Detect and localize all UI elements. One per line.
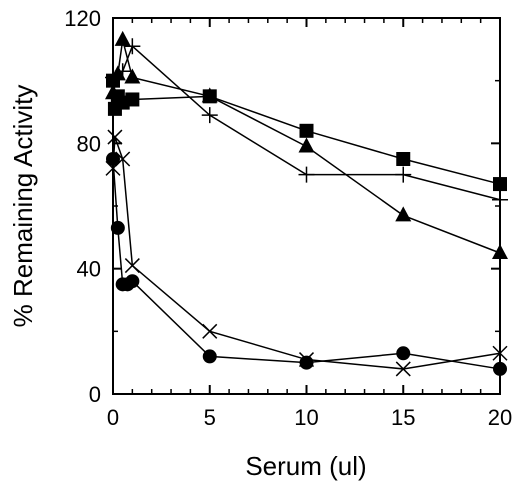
series-square xyxy=(106,73,507,192)
data-point-circle xyxy=(396,346,411,361)
series-circle xyxy=(106,152,507,376)
data-point-plus xyxy=(201,107,218,124)
data-point-plus xyxy=(492,191,508,208)
data-point-triangle xyxy=(201,87,218,103)
y-tick-label: 120 xyxy=(64,6,101,31)
data-point-circle xyxy=(106,152,120,166)
series-cross xyxy=(105,129,508,377)
x-axis-label: Serum (ul) xyxy=(245,451,366,481)
x-tick-label: 15 xyxy=(391,405,415,430)
y-tick-label: 40 xyxy=(77,257,101,282)
x-tick-label: 5 xyxy=(204,405,216,430)
data-point-triangle xyxy=(114,30,131,46)
data-point-triangle xyxy=(105,84,121,100)
data-point-plus xyxy=(395,166,412,183)
data-point-square xyxy=(125,92,140,107)
y-tick-label: 0 xyxy=(89,382,101,407)
series-line-cross xyxy=(112,136,501,370)
data-point-circle xyxy=(299,355,314,370)
series-plus xyxy=(105,38,508,208)
data-point-plus xyxy=(298,166,315,183)
data-point-triangle xyxy=(492,244,508,259)
axis-ticks: 0 5 10 15 20 0 40 80 120 xyxy=(64,6,512,430)
data-point-circle xyxy=(125,274,140,289)
data-point-cross xyxy=(202,323,218,339)
data-point-plus xyxy=(114,63,131,80)
x-tick-label: 10 xyxy=(294,405,318,430)
y-axis-label: % Remaining Activity xyxy=(8,85,38,328)
data-point-cross xyxy=(124,258,140,274)
data-point-square xyxy=(493,177,507,192)
data-point-circle xyxy=(202,349,217,364)
data-point-triangle xyxy=(124,68,141,84)
data-point-cross xyxy=(395,361,411,377)
series-layer xyxy=(105,30,508,377)
data-point-plus xyxy=(105,69,121,86)
data-point-circle xyxy=(493,361,507,376)
x-tick-label: 20 xyxy=(488,405,512,430)
data-point-cross xyxy=(492,345,508,361)
plot-frame xyxy=(112,17,501,395)
x-tick-label: 0 xyxy=(107,405,119,430)
data-point-triangle xyxy=(298,137,315,153)
data-point-circle xyxy=(110,220,125,235)
data-point-square xyxy=(299,123,314,138)
series-triangle xyxy=(105,30,508,259)
y-tick-label: 80 xyxy=(77,131,101,156)
data-point-plus xyxy=(124,38,141,55)
data-point-triangle xyxy=(395,206,412,222)
series-line-circle xyxy=(112,158,501,370)
data-point-cross xyxy=(107,129,123,145)
data-point-square xyxy=(396,152,411,166)
